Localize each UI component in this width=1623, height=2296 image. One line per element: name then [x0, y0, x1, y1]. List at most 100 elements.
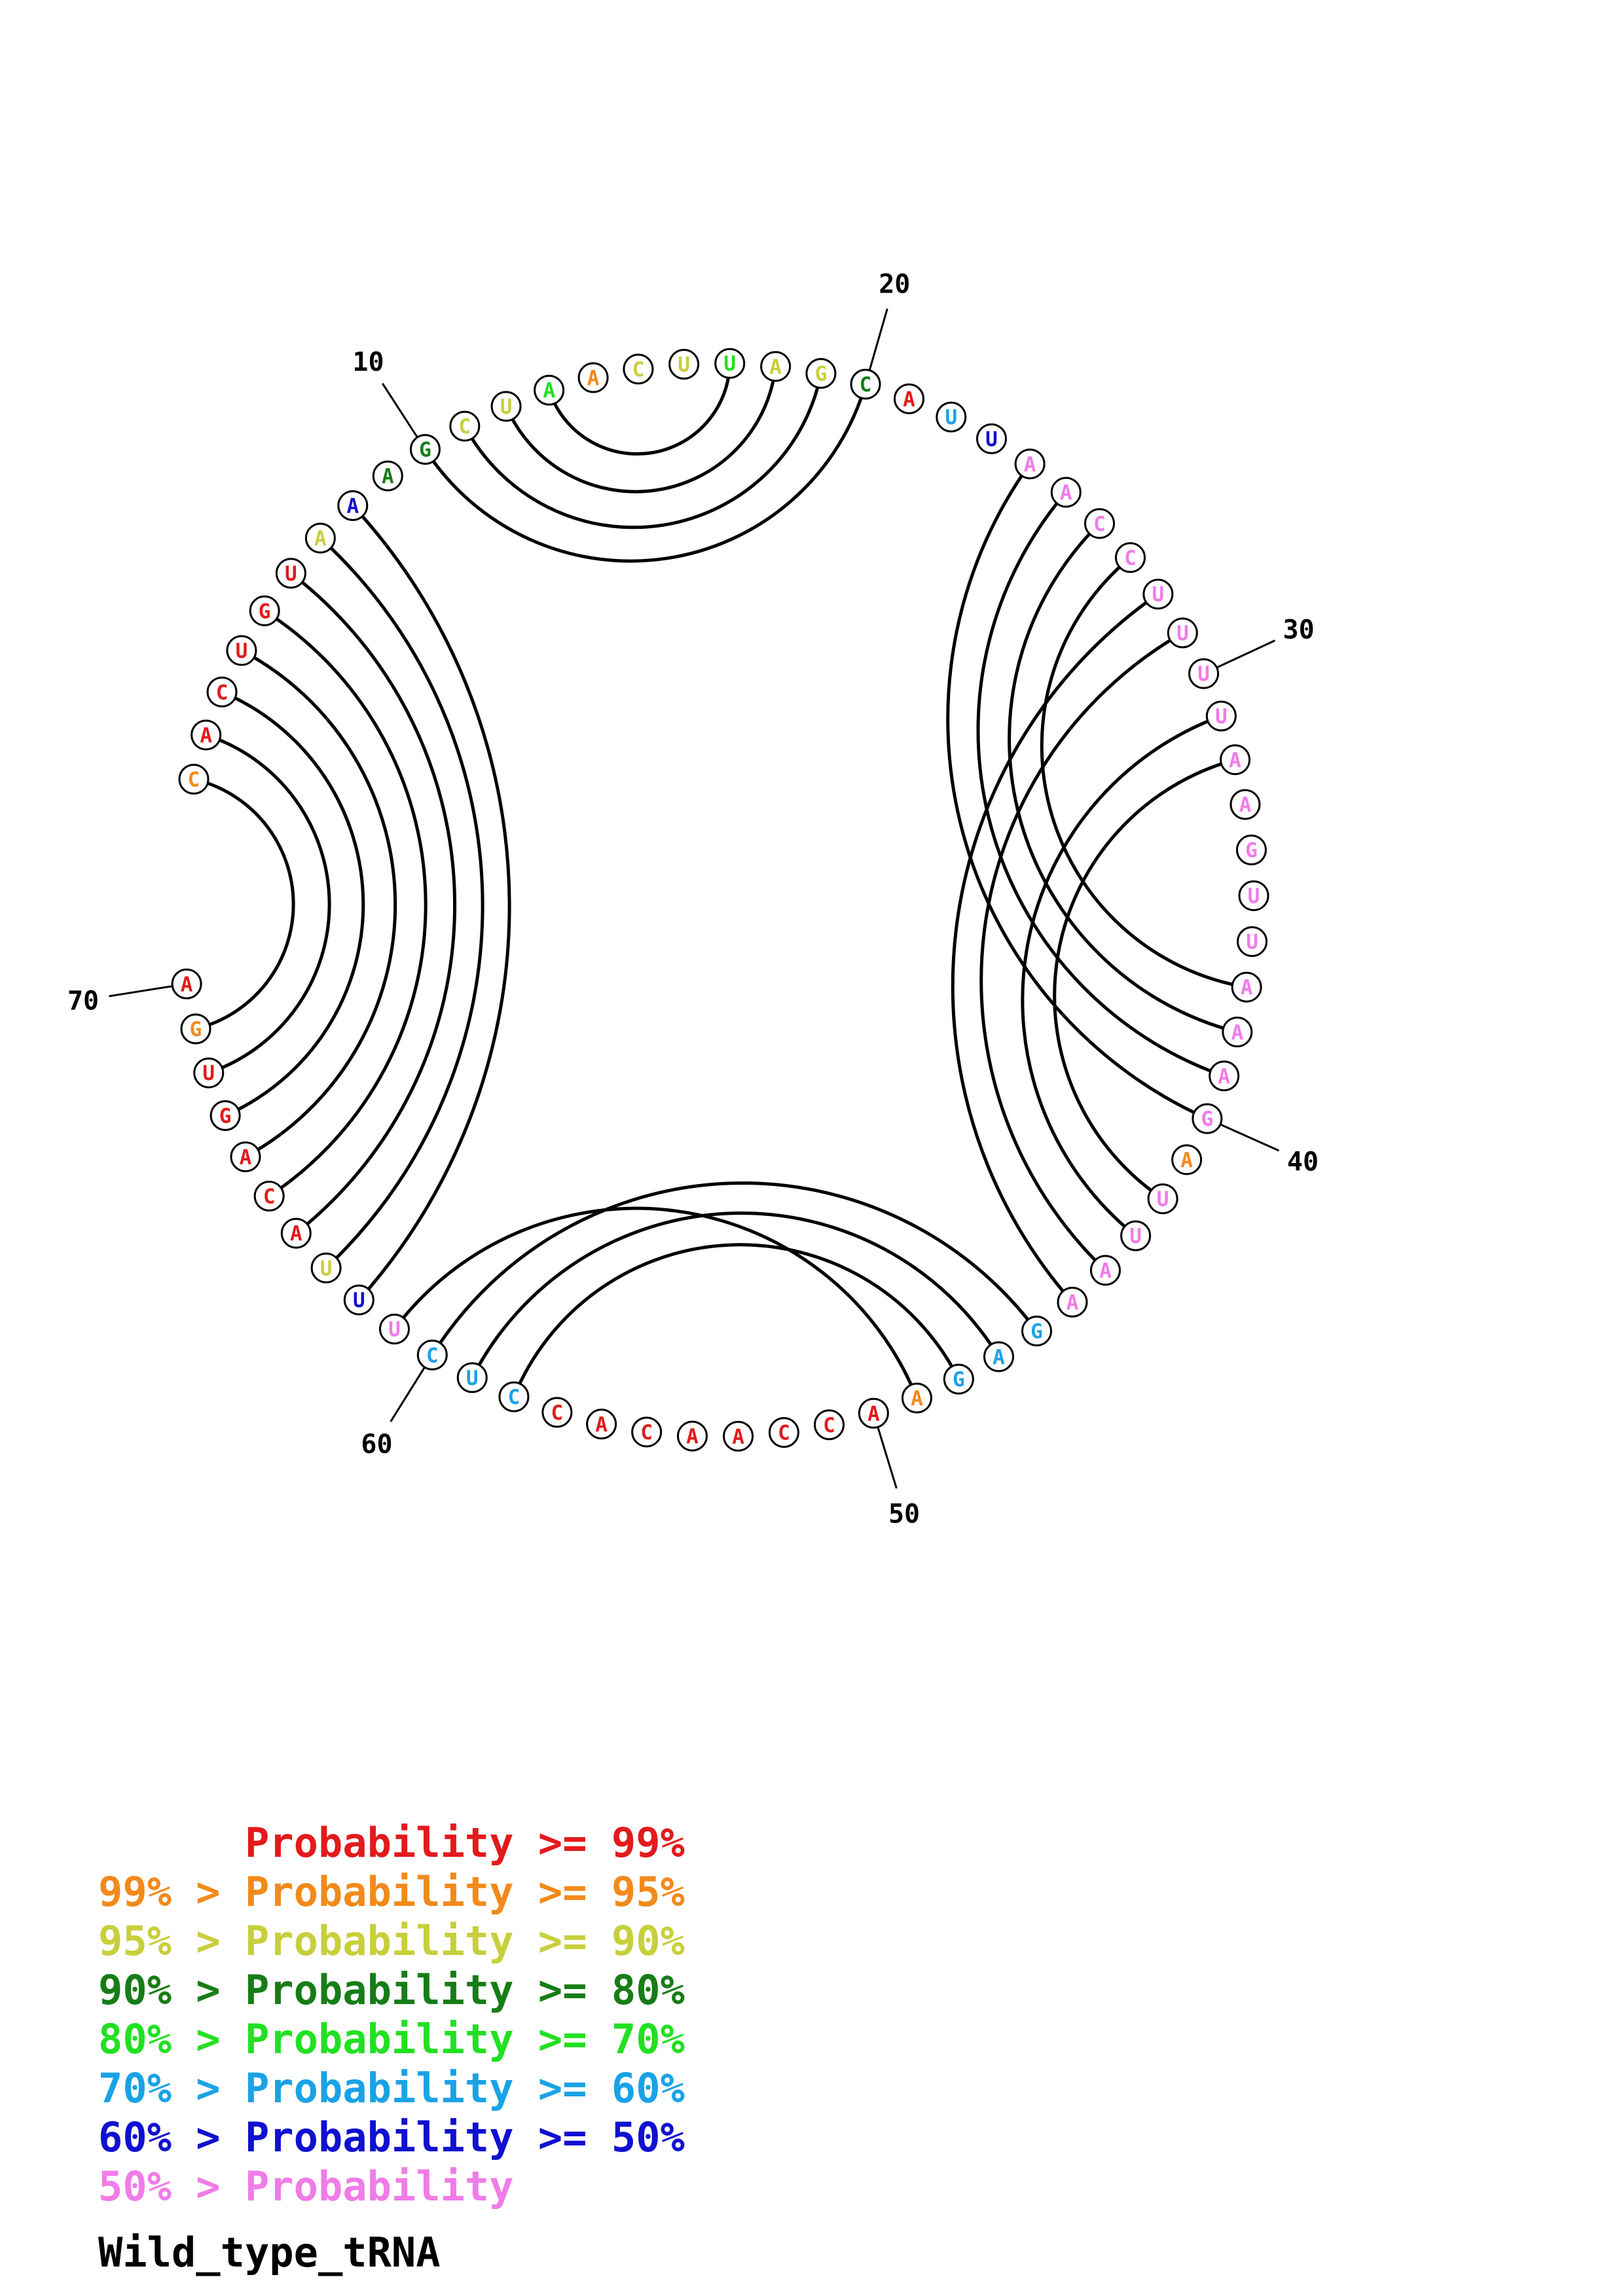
nucleotide: A — [577, 362, 609, 393]
tick-line — [1220, 1123, 1280, 1152]
base-pair-arc — [463, 373, 823, 529]
nucleotide-letter: U — [1197, 662, 1210, 686]
nucleotide-letter: U — [1152, 583, 1165, 607]
nucleotide: A — [858, 1397, 889, 1429]
nucleotide-circle — [343, 1284, 374, 1316]
tick-line — [877, 1426, 898, 1489]
nucleotide-letter: C — [263, 1185, 276, 1209]
nucleotide-circle — [1230, 789, 1261, 820]
nucleotide: A — [901, 1382, 932, 1414]
nucleotide-letter: U — [1248, 885, 1260, 908]
nucleotide: A — [372, 460, 403, 492]
nucleotide: A — [337, 490, 369, 521]
base-pair-arc — [1040, 556, 1247, 989]
nucleotide: U — [379, 1314, 410, 1345]
nucleotide: A — [1230, 789, 1261, 820]
nucleotide-letter: U — [1246, 931, 1258, 954]
nucleotide-letter: C — [459, 415, 471, 439]
nucleotide-circle — [275, 558, 306, 589]
nucleotide: C — [1114, 542, 1146, 573]
nucleotide-letter: G — [190, 1018, 202, 1041]
tick-line — [390, 1367, 426, 1422]
nucleotide-letter: A — [769, 355, 782, 379]
nucleotide-circle — [178, 764, 210, 795]
nucleotide-letter: A — [1060, 481, 1072, 505]
nucleotide: G — [1235, 834, 1267, 866]
nucleotide-circle — [449, 410, 481, 442]
base-pair-arc — [431, 1181, 1038, 1356]
nucleotide-circle — [1089, 1255, 1121, 1286]
nucleotide-letter: C — [778, 1422, 790, 1445]
nucleotide: A — [723, 1420, 754, 1452]
base-pair-arc — [1021, 714, 1222, 1238]
sequence-name: Wild_type_tRNA — [98, 2229, 441, 2276]
nucleotide-letter: A — [993, 1346, 1005, 1369]
nucleotide: U — [193, 1057, 225, 1088]
nucleotide-letter: C — [216, 681, 228, 704]
nucleotide: U — [976, 423, 1007, 454]
base-pair-arc — [512, 1243, 960, 1398]
nucleotide: U — [490, 391, 522, 422]
nucleotide: C — [416, 1339, 448, 1371]
nucleotide-letter: A — [1241, 976, 1253, 999]
nucleotide-letter: G — [259, 600, 271, 623]
nucleotide: U — [1238, 880, 1269, 912]
base-pair-arc — [951, 592, 1159, 1304]
nucleotide: G — [1021, 1316, 1053, 1347]
nucleotide-letter: U — [723, 352, 736, 376]
nucleotide: A — [280, 1217, 312, 1249]
nucleotide: C — [631, 1416, 663, 1448]
nucleotide-letter: G — [815, 363, 828, 386]
nucleotide-letter: A — [587, 367, 600, 390]
nucleotide: U — [310, 1252, 342, 1283]
nucleotide-letter: A — [314, 527, 327, 550]
nucleotide-letter: A — [1231, 1021, 1243, 1045]
nucleotide: U — [1167, 617, 1198, 649]
nucleotide-letter: A — [200, 724, 212, 747]
nucleotide-circle — [714, 348, 746, 379]
nucleotide: U — [668, 349, 700, 380]
base-pair-arc — [547, 363, 732, 456]
legend-entry: 50% > Probability — [98, 2162, 514, 2210]
nucleotide: A — [760, 351, 792, 382]
nucleotide: C — [850, 368, 881, 400]
nucleotide-circle — [936, 401, 967, 433]
nucleotide-letter: C — [426, 1344, 439, 1367]
nucleotide-circle — [1167, 617, 1198, 649]
nucleotide-circle — [893, 383, 924, 414]
nucleotide-letter: U — [985, 427, 998, 451]
base-pair-arc — [1053, 758, 1236, 1200]
nucleotide-circle — [253, 1181, 285, 1212]
nucleotide-letter: C — [551, 1401, 564, 1425]
legend-entry: 70% > Probability >= 60% — [98, 2064, 685, 2112]
nucleotide-letter: A — [290, 1222, 302, 1246]
nucleotide-circle — [1205, 700, 1237, 732]
nucleotide-circle — [1237, 926, 1268, 958]
nucleotide: A — [1014, 448, 1046, 480]
nucleotide-circle — [171, 968, 202, 999]
nucleotide: U — [343, 1284, 374, 1316]
nucleotide-letter: U — [388, 1318, 401, 1342]
nucleotide-circle — [416, 1339, 448, 1371]
nucleotide-circle — [1188, 658, 1220, 689]
base-pair-arc — [979, 631, 1184, 1272]
nucleotide: C — [541, 1397, 573, 1428]
nucleotide: C — [1084, 508, 1116, 539]
nucleotide-letter: U — [500, 395, 513, 419]
nucleotide-letter: U — [202, 1062, 215, 1085]
nucleotide-circle — [1171, 1144, 1203, 1175]
nucleotide-letter: C — [823, 1414, 835, 1437]
nucleotide-circle — [668, 349, 700, 380]
nucleotide-circle — [230, 1141, 261, 1172]
nucleotide-circle — [210, 1100, 241, 1132]
nucleotide-letter: A — [595, 1413, 608, 1437]
nucleotide-circle — [534, 374, 565, 406]
nucleotide-circle — [379, 1314, 410, 1345]
tick-label: 70 — [67, 986, 99, 1016]
nucleotide: A — [191, 719, 222, 751]
nucleotide: U — [456, 1362, 488, 1393]
base-pair-arc — [351, 504, 511, 1301]
nucleotide-letter: A — [732, 1425, 744, 1448]
nucleotide-circle — [1220, 744, 1251, 776]
